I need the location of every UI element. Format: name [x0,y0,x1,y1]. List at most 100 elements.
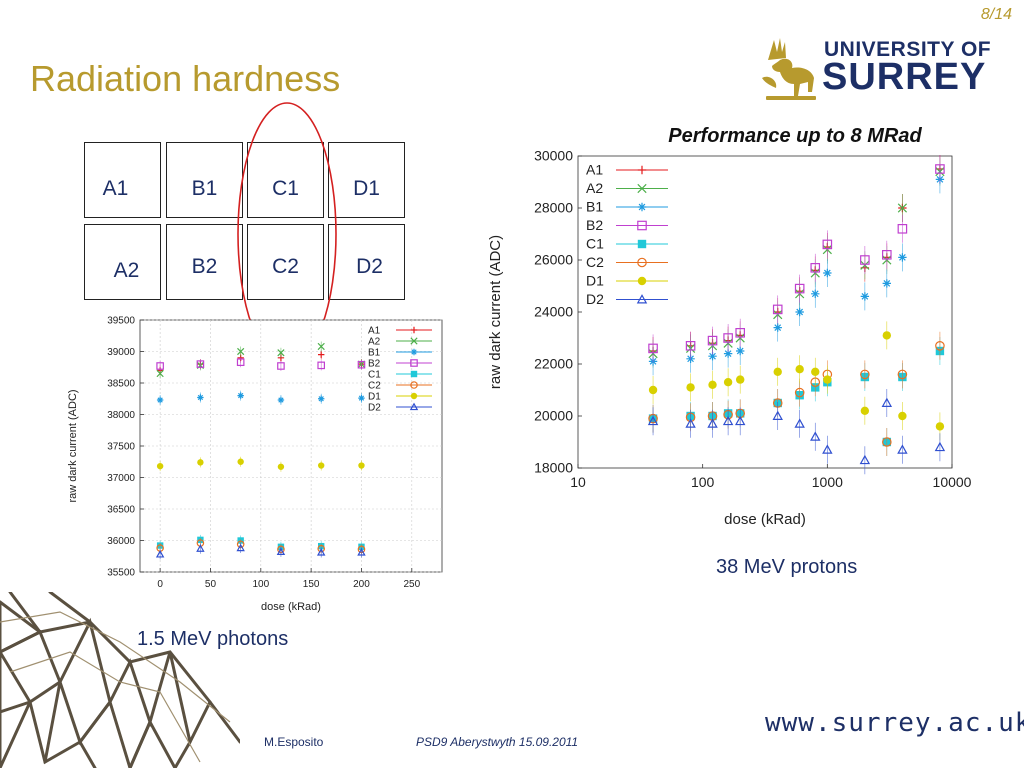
series-d2 [155,543,366,560]
data-point [897,444,908,454]
data-point [317,361,326,370]
data-point [277,349,285,357]
sensor-cell-d1: D1 [328,142,405,218]
data-point [735,375,745,384]
legend-label: A2 [368,336,381,347]
data-point [685,341,696,351]
series-b2 [648,155,945,363]
data-point [795,307,804,317]
data-point [358,462,365,469]
y-tick-label: 36500 [107,504,135,515]
data-point [822,239,833,250]
data-point [811,289,820,298]
x-tick-label: 1000 [812,474,843,490]
legend-label: D1 [586,273,604,289]
data-point [318,351,325,358]
legend-label: B1 [586,199,603,215]
data-point [897,369,908,380]
legend-label: A2 [586,180,603,196]
sensor-cell-a2: A2 [84,224,161,300]
sensor-label: D1 [353,177,380,200]
x-tick-label: 100 [691,474,715,490]
data-point [155,549,165,558]
x-tick-label: 10000 [933,474,972,490]
y-axis-label: raw dark current (ADC) [487,235,504,389]
data-point [357,360,366,369]
sensor-cell-b2: B2 [166,224,243,300]
legend-label: A1 [368,325,381,336]
data-point [707,335,718,346]
sensor-label: C2 [272,255,299,278]
sensor-label: D2 [356,255,383,278]
x-tick-label: 10 [570,474,586,490]
legend-label: B2 [586,217,603,233]
data-point [236,543,245,552]
x-tick-label: 100 [252,579,269,590]
proton-dark-current-chart: 18000 20000 22000 24000 26000 28000 30000 10 100… [487,125,972,528]
legend-marker [637,220,647,231]
legend-label: A1 [586,162,603,178]
legend-label: C1 [586,236,604,252]
sensor-label: C1 [272,177,299,200]
data-point [795,365,804,374]
data-point [318,462,325,469]
footer-url[interactable]: www.surrey.ac.uk [765,708,1024,738]
x-tick-label: 0 [157,579,163,590]
data-point [317,342,325,351]
data-point [707,418,718,428]
data-point [935,341,945,351]
photon-dark-current-chart: 35500 36000 36500 37000 37500 38000 38500 39000… [67,315,443,613]
y-tick-label: 30000 [534,148,573,164]
data-point [723,378,733,387]
y-tick-label: 20000 [534,408,573,424]
data-point [897,203,908,213]
plot-frame [577,155,953,469]
data-point [882,279,892,288]
logo-university-text: UNIVERSITY OF [824,38,992,61]
data-point [772,410,783,420]
sensor-cell-c2: C2 [247,224,324,300]
y-axis-label: raw dark current (ADC) [67,389,79,502]
data-point [156,462,164,470]
y-tick-label: 37500 [107,441,135,452]
geodesic-dome-graphic [0,592,240,768]
data-point [197,394,204,401]
series-d1 [648,321,945,441]
legend-label: B1 [368,347,381,358]
legend-label: C2 [586,254,604,270]
data-point [881,397,893,407]
x-tick-label: 250 [403,579,420,590]
plot-frame [139,319,443,573]
data-point [734,415,746,426]
data-point [277,362,285,370]
data-point [316,548,326,556]
legend-marker [637,183,647,194]
legend-marker [410,337,418,345]
data-point [197,459,204,466]
university-logo [758,34,998,106]
data-point [860,292,870,301]
data-point [648,343,658,354]
data-point [277,463,285,470]
data-point [722,415,734,426]
chart-legend: A1 A2 B1 B2 C1 C2 D1 D2 [586,162,668,307]
sensor-label: A2 [113,259,140,282]
y-tick-label: 18000 [534,460,573,476]
caption-protons: 38 MeV protons [716,556,858,578]
data-point [686,383,695,392]
y-tick-label: 22000 [534,356,573,372]
slide-title: Radiation hardness [30,58,341,99]
legend-marker [410,348,418,356]
data-point [898,411,907,421]
data-point [882,250,892,260]
legend-label: D2 [368,402,381,413]
legend-marker [637,276,647,286]
legend-marker [637,165,647,175]
data-point [810,263,821,273]
y-tick-label: 37000 [107,473,135,484]
data-point [735,328,745,338]
data-point [156,362,164,370]
legend-label: C1 [368,369,381,380]
data-point [882,331,892,340]
data-point [898,253,907,262]
